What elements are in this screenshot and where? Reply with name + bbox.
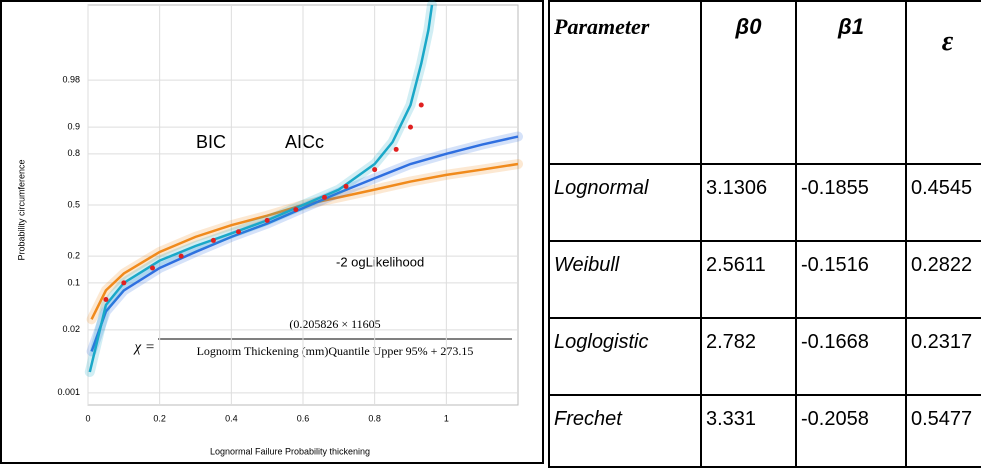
y-tick-label: 0.001 bbox=[57, 387, 80, 397]
x-tick-label: 0.6 bbox=[297, 413, 310, 423]
table-cell: -0.1668 bbox=[795, 317, 907, 396]
data-point bbox=[343, 183, 349, 189]
y-tick-label: 0.8 bbox=[67, 148, 80, 158]
data-point bbox=[121, 280, 127, 286]
formula-lhs: χ = bbox=[133, 339, 155, 355]
table-cell: 0.2822 bbox=[905, 240, 981, 319]
x-tick-label: 0.2 bbox=[153, 413, 166, 423]
y-tick-label: 0.9 bbox=[67, 121, 80, 131]
table-cell: 3.1306 bbox=[700, 163, 797, 242]
table-cell: 3.331 bbox=[700, 394, 797, 468]
data-point bbox=[103, 296, 109, 302]
annotation: BIC bbox=[196, 132, 226, 152]
y-tick-label: 0.02 bbox=[62, 324, 80, 334]
table-cell: 2.5611 bbox=[700, 240, 797, 319]
formula-numerator: (0.205826 × 11605 bbox=[289, 317, 380, 331]
data-point bbox=[418, 102, 424, 108]
table-cell: Frechet bbox=[548, 394, 702, 468]
header-cell: β0 bbox=[700, 0, 797, 165]
table-cell: -0.1855 bbox=[795, 163, 907, 242]
table-cell: 2.782 bbox=[700, 317, 797, 396]
x-tick-label: 0 bbox=[85, 413, 90, 423]
data-point bbox=[264, 217, 270, 223]
table-cell: 0.2317 bbox=[905, 317, 981, 396]
data-point bbox=[210, 237, 216, 243]
x-tick-label: 0.8 bbox=[368, 413, 381, 423]
table-cell: Weibull bbox=[548, 240, 702, 319]
data-point bbox=[236, 229, 241, 235]
series-line bbox=[88, 4, 434, 373]
x-tick-label: 0.4 bbox=[225, 413, 238, 423]
frame bbox=[0, 0, 544, 464]
table-cell: -0.2058 bbox=[795, 394, 907, 468]
table-cell: 0.4545 bbox=[905, 163, 981, 242]
x-tick-label: 1 bbox=[444, 413, 449, 423]
data-point bbox=[178, 253, 184, 259]
annotation: AICc bbox=[285, 132, 324, 152]
x-axis-label: Lognormal Failure Probability thickening bbox=[210, 446, 370, 456]
table-cell: -0.1516 bbox=[795, 240, 907, 319]
y-tick-label: 0.98 bbox=[62, 75, 80, 85]
data-point bbox=[322, 194, 327, 200]
table-cell: Loglogistic bbox=[548, 317, 702, 396]
y-tick-label: 0.1 bbox=[67, 277, 80, 287]
header-cell: Parameter bbox=[548, 0, 702, 165]
data-point bbox=[150, 265, 155, 271]
y-tick-label: 0.5 bbox=[67, 199, 80, 209]
y-tick-label: 0.2 bbox=[67, 251, 80, 261]
header-cell: ε bbox=[905, 0, 981, 165]
y-axis-label: Probability circumference bbox=[16, 159, 26, 260]
data-point bbox=[408, 124, 413, 130]
table-cell: Lognormal bbox=[548, 163, 702, 242]
series-band bbox=[86, 159, 523, 325]
data-point bbox=[372, 167, 378, 173]
header-cell: β1 bbox=[795, 0, 907, 165]
series-line bbox=[90, 135, 519, 352]
series-line bbox=[90, 162, 519, 320]
table-cell: 0.5477 bbox=[905, 394, 981, 468]
chart: Lognormal Failure Probability thickening… bbox=[0, 0, 544, 464]
data-point bbox=[393, 146, 399, 152]
parameter-table: Parameter β0 β1 ε Lognormal 3.1306 -0.1855… bbox=[548, 0, 981, 468]
formula-denominator: Lognorm Thickening (mm)Quantile Upper 95… bbox=[197, 344, 474, 358]
data-point bbox=[293, 207, 299, 213]
annotation: -2 ogLikelihood bbox=[336, 254, 424, 269]
